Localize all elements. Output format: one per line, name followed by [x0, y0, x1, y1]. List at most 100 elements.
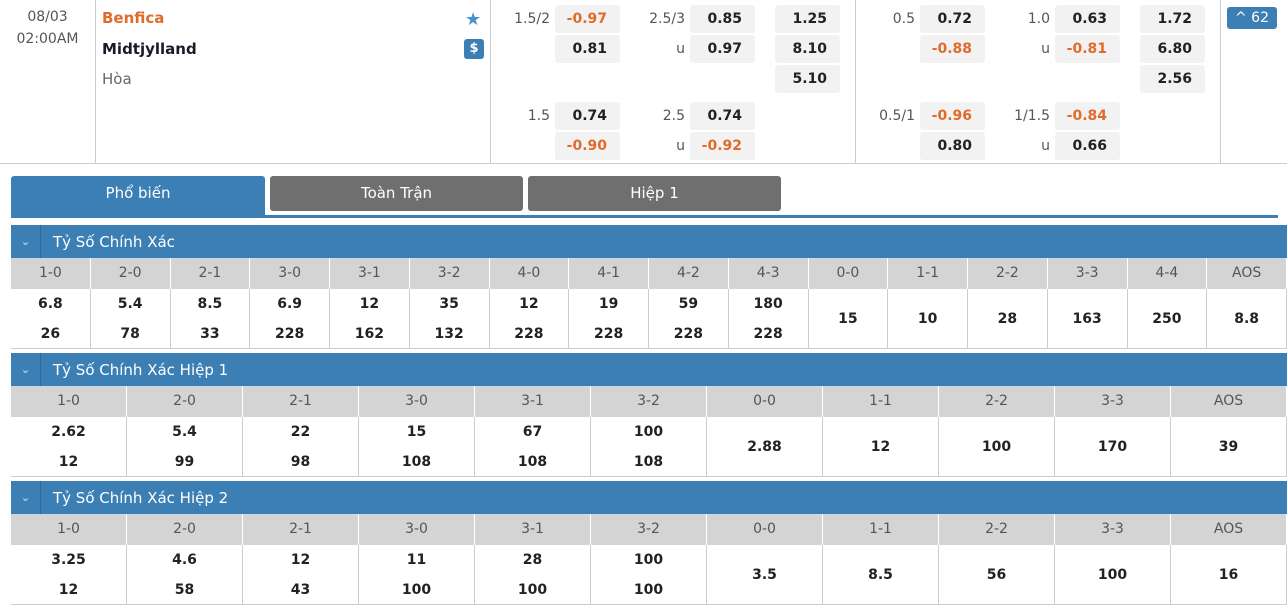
odds-value[interactable]: 100 — [981, 438, 1012, 455]
odds-value[interactable]: 8.8 — [1234, 310, 1260, 327]
score-odds-cell[interactable]: 19 228 — [569, 289, 649, 349]
odds-value[interactable]: 67 — [522, 423, 543, 440]
score-odds-cell[interactable]: 5.4 99 — [127, 417, 243, 477]
score-odds-cell[interactable]: 8.5 — [823, 545, 939, 605]
score-odds-cell[interactable]: 170 — [1055, 417, 1171, 477]
odds-value[interactable]: 170 — [1097, 438, 1128, 455]
score-odds-cell[interactable]: 28 — [968, 289, 1048, 349]
score-odds-cell[interactable]: 8.8 — [1207, 289, 1287, 349]
score-odds-cell[interactable]: 59 228 — [649, 289, 729, 349]
odds-value[interactable]: 8.5 — [197, 295, 223, 312]
odds-value[interactable]: -0.84 — [1055, 102, 1120, 130]
score-odds-cell[interactable]: 6.8 26 — [11, 289, 91, 349]
odds-value[interactable]: 0.74 — [555, 102, 620, 130]
score-odds-cell[interactable]: 4.6 58 — [127, 545, 243, 605]
odds-value[interactable]: -0.90 — [555, 132, 620, 160]
score-odds-cell[interactable]: 2.88 — [707, 417, 823, 477]
odds-value[interactable]: 12 — [290, 551, 311, 568]
odds-value[interactable]: 12 — [870, 438, 891, 455]
odds-value[interactable]: 8.5 — [868, 566, 893, 583]
odds-value[interactable]: 12 — [58, 453, 79, 470]
odds-value[interactable]: -0.88 — [920, 35, 985, 63]
odds-value[interactable]: 28 — [997, 310, 1018, 327]
odds-value[interactable]: -0.97 — [555, 5, 620, 33]
score-odds-cell[interactable]: 6.9 228 — [250, 289, 330, 349]
odds-value[interactable]: 0.81 — [555, 35, 620, 63]
odds-value[interactable]: 132 — [434, 325, 464, 342]
score-odds-cell[interactable]: 3.25 12 — [11, 545, 127, 605]
score-odds-cell[interactable]: 100 108 — [591, 417, 707, 477]
score-odds-cell[interactable]: 100 — [939, 417, 1055, 477]
score-odds-cell[interactable]: 16 — [1171, 545, 1287, 605]
odds-value[interactable]: 22 — [290, 423, 311, 440]
odds-value[interactable]: 15 — [838, 310, 858, 327]
score-odds-cell[interactable]: 5.4 78 — [90, 289, 171, 349]
odds-value[interactable]: 100 — [1097, 566, 1128, 583]
odds-value[interactable]: 12 — [58, 581, 79, 598]
score-odds-cell[interactable]: 15 108 — [359, 417, 475, 477]
odds-value[interactable]: 1.25 — [775, 5, 840, 33]
score-odds-cell[interactable]: 3.5 — [707, 545, 823, 605]
score-odds-cell[interactable]: 12 228 — [489, 289, 570, 349]
odds-value[interactable]: 11 — [406, 551, 427, 568]
odds-value[interactable]: 100 — [633, 551, 664, 568]
odds-value[interactable]: 108 — [401, 453, 432, 470]
odds-value[interactable]: 3.25 — [51, 551, 86, 568]
odds-value[interactable]: 6.9 — [277, 295, 303, 312]
odds-value[interactable]: 108 — [633, 453, 664, 470]
odds-value[interactable]: 59 — [678, 295, 699, 312]
odds-value[interactable]: 4.6 — [172, 551, 197, 568]
odds-value[interactable]: 228 — [673, 325, 703, 342]
odds-value[interactable]: 43 — [290, 581, 311, 598]
score-odds-cell[interactable]: 180 228 — [728, 289, 809, 349]
score-odds-cell[interactable]: 12 162 — [330, 289, 410, 349]
score-odds-cell[interactable]: 22 98 — [243, 417, 359, 477]
score-odds-cell[interactable]: 67 108 — [475, 417, 591, 477]
score-odds-cell[interactable]: 56 — [939, 545, 1055, 605]
score-odds-cell[interactable]: 100 100 — [591, 545, 707, 605]
odds-value[interactable]: 5.4 — [172, 423, 197, 440]
more-odds-button[interactable]: ^ 62 — [1227, 7, 1277, 29]
odds-value[interactable]: 26 — [40, 325, 61, 342]
score-odds-cell[interactable]: 12 43 — [243, 545, 359, 605]
score-odds-cell[interactable]: 39 — [1171, 417, 1287, 477]
chevron-down-icon[interactable]: ⌄ — [11, 353, 41, 386]
odds-value[interactable]: 12 — [359, 295, 380, 312]
score-odds-cell[interactable]: 11 100 — [359, 545, 475, 605]
odds-value[interactable]: 1.72 — [1140, 5, 1205, 33]
odds-value[interactable]: 2.56 — [1140, 65, 1205, 93]
section-header[interactable]: ⌄ Tỷ Số Chính Xác Hiệp 2 — [11, 481, 1287, 514]
odds-value[interactable]: 78 — [120, 325, 140, 342]
odds-value[interactable]: 162 — [354, 325, 384, 342]
odds-value[interactable]: 100 — [401, 581, 432, 598]
odds-value[interactable]: 2.62 — [51, 423, 86, 440]
odds-value[interactable]: 8.10 — [775, 35, 840, 63]
odds-value[interactable]: 250 — [1152, 310, 1182, 327]
chevron-down-icon[interactable]: ⌄ — [11, 481, 41, 514]
odds-value[interactable]: 0.85 — [690, 5, 755, 33]
odds-value[interactable]: 15 — [406, 423, 427, 440]
odds-value[interactable]: 16 — [1218, 566, 1239, 583]
odds-value[interactable]: 28 — [522, 551, 543, 568]
odds-value[interactable]: 56 — [986, 566, 1007, 583]
odds-value[interactable]: 100 — [517, 581, 548, 598]
odds-value[interactable]: 100 — [633, 581, 664, 598]
odds-value[interactable]: 12 — [519, 295, 539, 312]
score-odds-cell[interactable]: 250 — [1127, 289, 1208, 349]
odds-value[interactable]: 6.80 — [1140, 35, 1205, 63]
odds-value[interactable]: 0.66 — [1055, 132, 1120, 160]
odds-value[interactable]: -0.96 — [920, 102, 985, 130]
score-odds-cell[interactable]: 8.5 33 — [170, 289, 251, 349]
odds-value[interactable]: 98 — [290, 453, 311, 470]
odds-value[interactable]: 5.4 — [117, 295, 143, 312]
odds-value[interactable]: 228 — [594, 325, 624, 342]
odds-value[interactable]: 0.72 — [920, 5, 985, 33]
score-odds-cell[interactable]: 10 — [888, 289, 968, 349]
odds-value[interactable]: 228 — [275, 325, 305, 342]
odds-value[interactable]: 0.80 — [920, 132, 985, 160]
away-team[interactable]: Midtjylland — [102, 40, 197, 58]
score-odds-cell[interactable]: 28 100 — [475, 545, 591, 605]
odds-value[interactable]: 0.63 — [1055, 5, 1120, 33]
odds-value[interactable]: 108 — [517, 453, 548, 470]
odds-value[interactable]: 99 — [174, 453, 195, 470]
